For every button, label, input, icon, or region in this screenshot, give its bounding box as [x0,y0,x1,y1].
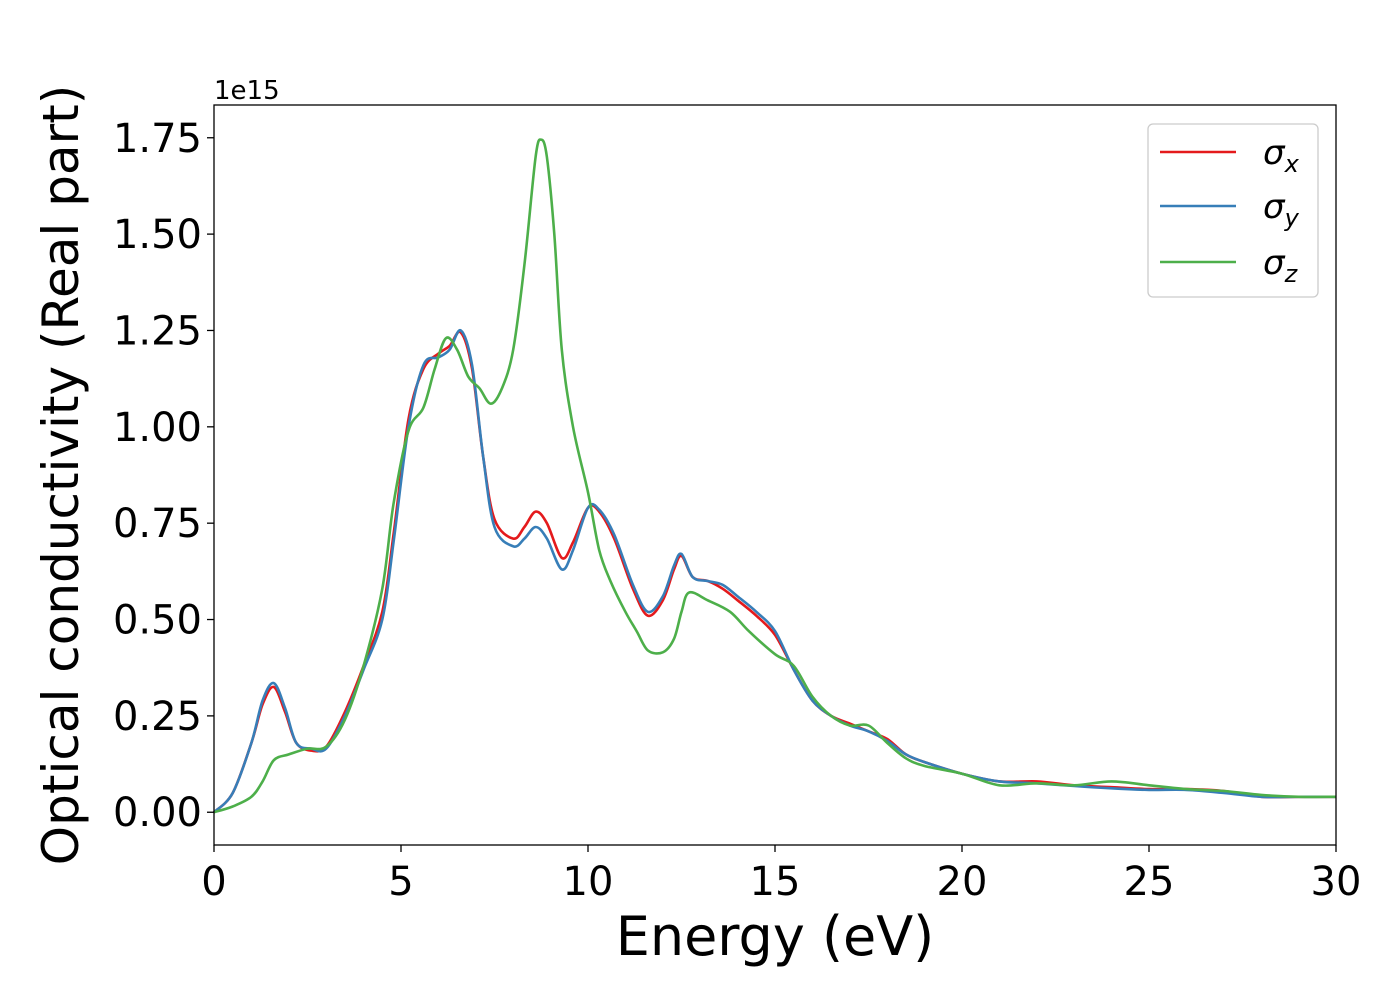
legend-label-y: σy [1263,187,1300,232]
y-tick-label: 1.50 [113,212,202,258]
x-tick-label: 25 [1124,859,1175,905]
y-tick-label: 0.50 [113,598,202,644]
y-tick-label: 1.25 [113,308,202,354]
x-tick-label: 5 [388,859,413,905]
y-tick-label: 0.00 [113,790,202,836]
series-line-z [213,138,1337,814]
series-line-y [213,329,1336,814]
legend: σx σy σz [1147,123,1319,298]
y-tick-label: 1.75 [113,116,202,162]
y-tick-label: 0.75 [113,501,202,547]
legend-label-x: σx [1263,133,1300,178]
legend-frame [1147,123,1319,298]
y-tick-label: 0.25 [113,694,202,740]
y-ticks: 0.00 0.25 0.50 0.75 1.00 1.25 1.50 1.75 [113,116,214,836]
x-axis-label: Energy (eV) [616,905,935,968]
y-tick-label: 1.00 [113,405,202,451]
x-tick-label: 20 [937,859,988,905]
x-tick-label: 30 [1311,859,1362,905]
y-axis-label: Optical conductivity (Real part) [32,85,90,866]
series-line-x [213,330,1336,814]
series-layer [213,138,1337,814]
legend-items: σx σy σz [1160,133,1300,288]
x-ticks: 0 5 10 15 20 25 30 [201,845,1361,905]
legend-label-z: σz [1263,243,1299,288]
x-tick-label: 0 [201,859,226,905]
x-tick-label: 15 [750,859,801,905]
y-offset-text: 1e15 [214,76,280,106]
x-tick-label: 10 [563,859,614,905]
